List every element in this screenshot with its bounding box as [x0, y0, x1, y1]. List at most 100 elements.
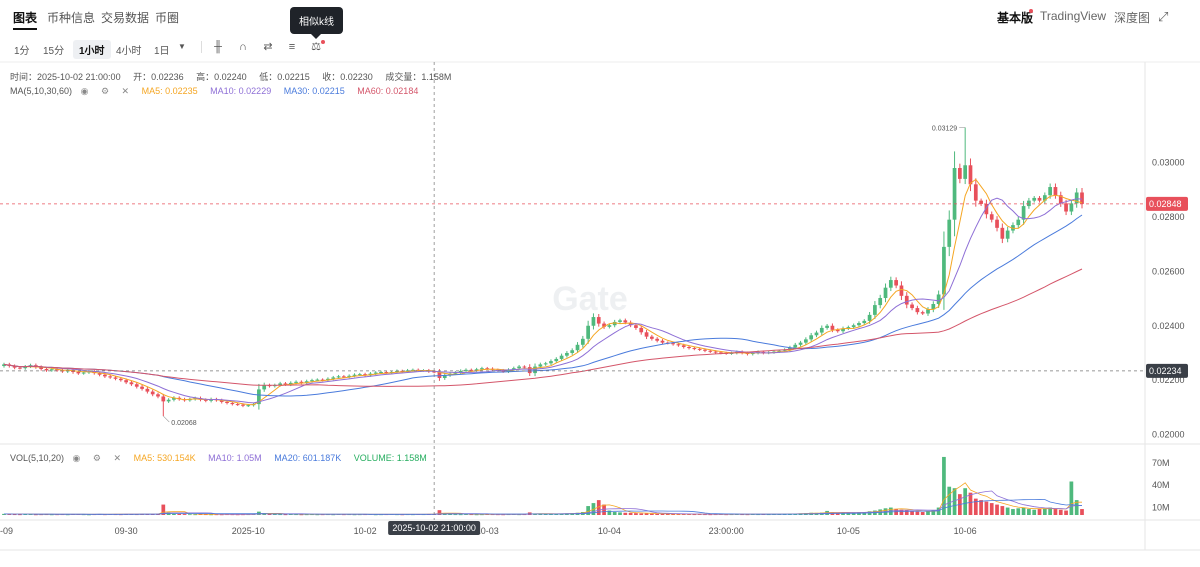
interval-1d[interactable]: 1日 [154, 46, 170, 57]
interval-4h[interactable]: 4小时 [116, 46, 142, 57]
indicator-icon[interactable]: ∩ [239, 41, 247, 53]
volume-bar [1042, 508, 1047, 515]
candle-body [480, 368, 484, 370]
volume-bar [766, 514, 771, 516]
volume-bar [1037, 509, 1042, 515]
candle-body [437, 372, 442, 378]
interval-1m[interactable]: 1分 [14, 46, 30, 57]
volume-bar [596, 500, 601, 515]
volume-bar [214, 514, 219, 516]
similar-kline-icon[interactable]: ⚖ [311, 41, 321, 53]
volume-bar [1000, 506, 1005, 515]
candle-body [580, 338, 585, 345]
candle-body [225, 401, 229, 404]
volume-bar [294, 514, 298, 516]
vol-eye-icon[interactable]: ◉ [72, 453, 81, 463]
tab-coin-circle[interactable]: 币圈 [155, 11, 180, 25]
candle-body [1016, 219, 1021, 226]
crosshair-price-tag [1146, 363, 1188, 378]
volume-bar [639, 513, 644, 515]
candle-body [384, 372, 389, 374]
interval-15m[interactable]: 15分 [43, 46, 65, 57]
volume-bar [915, 511, 920, 515]
candle-body [246, 405, 251, 407]
tab-trade-data[interactable]: 交易数据 [101, 11, 150, 25]
price-axis-label: 0.02800 [1152, 212, 1185, 222]
candle-body [442, 375, 447, 378]
candle-body [511, 368, 516, 370]
candle-body [485, 368, 490, 370]
volume-bar [172, 513, 176, 515]
volume-bar [841, 512, 845, 515]
candle-body [628, 322, 633, 326]
candle-body [97, 373, 102, 375]
volume-bar [464, 514, 468, 515]
tab-tradingview[interactable]: TradingView [1040, 9, 1107, 23]
settings-sliders-icon[interactable]: ⇄ [263, 41, 273, 53]
close-icon[interactable]: ✕ [121, 86, 130, 96]
candle-body [405, 370, 410, 372]
vol-settings-icon[interactable]: ⚙ [92, 453, 101, 463]
candle-body [230, 403, 235, 405]
volume-bar [1011, 509, 1015, 515]
drawing-list-icon[interactable]: ≡ [288, 41, 296, 53]
candle-body [793, 344, 798, 348]
candle-body [161, 396, 166, 402]
candle-body [777, 350, 782, 352]
watermark-logo: Gate [552, 280, 628, 318]
tab-chart[interactable]: 图表 [13, 11, 38, 30]
candle-body [968, 165, 973, 185]
candle-body [23, 366, 28, 369]
candle-body [134, 384, 139, 387]
volume-bar [517, 514, 521, 516]
fullscreen-icon[interactable]: ⤢ [1158, 9, 1169, 24]
candle-body [288, 382, 293, 385]
candle-body [655, 338, 660, 341]
candle-body [113, 377, 118, 379]
tab-basic[interactable]: 基本版 [997, 11, 1034, 25]
volume-bar [1027, 509, 1031, 515]
time-axis-label: 10-04 [598, 526, 621, 536]
candle-body [559, 355, 564, 359]
candle-body [501, 370, 506, 372]
vol-ma10-value: MA10: 1.05M [208, 453, 262, 463]
volume-bar [973, 498, 978, 515]
volume-bar [724, 514, 729, 516]
candle-body [713, 351, 718, 353]
candle-body [920, 312, 925, 314]
volume-bar [1053, 509, 1058, 515]
volume-bar [1058, 509, 1063, 515]
interval-1h[interactable]: 1小时 [73, 40, 111, 59]
volume-bar [1048, 507, 1052, 515]
volume-bar [984, 501, 989, 515]
volume-bar [342, 514, 346, 516]
volume-bar [1064, 510, 1068, 515]
settings-icon[interactable]: ⚙ [100, 86, 110, 96]
volume-bar [835, 513, 840, 515]
candle-body [1042, 195, 1047, 201]
tab-depth[interactable]: 深度图 [1114, 11, 1151, 25]
ma10-value: MA10: 0.02229 [210, 86, 272, 96]
ma-title: MA(5,10,30,60) [10, 86, 73, 96]
volume-axis-label: 40M [1152, 480, 1170, 490]
volume-bar [235, 514, 240, 516]
info-volume: 成交量：1.158M [385, 72, 452, 82]
candlestick-icon[interactable]: ╫ [214, 41, 222, 53]
candle-body [942, 246, 946, 295]
candle-body [888, 280, 893, 288]
vol-close-icon[interactable]: ✕ [113, 453, 122, 463]
volume-axis-label: 10M [1152, 503, 1170, 513]
info-close: 收：0.02230 [322, 72, 373, 82]
eye-icon[interactable]: ◉ [80, 86, 89, 96]
volume-bar [618, 512, 622, 515]
candle-body [283, 383, 288, 385]
volume-bar [18, 514, 22, 516]
volume-bar [920, 512, 925, 515]
price-axis-label: 0.03000 [1152, 158, 1185, 168]
volume-bar [926, 511, 930, 515]
tab-coin-info[interactable]: 币种信息 [47, 11, 96, 25]
dropdown-triangle-icon[interactable]: ▼ [178, 42, 186, 51]
candle-body [973, 184, 978, 201]
candle-body [1053, 187, 1058, 196]
